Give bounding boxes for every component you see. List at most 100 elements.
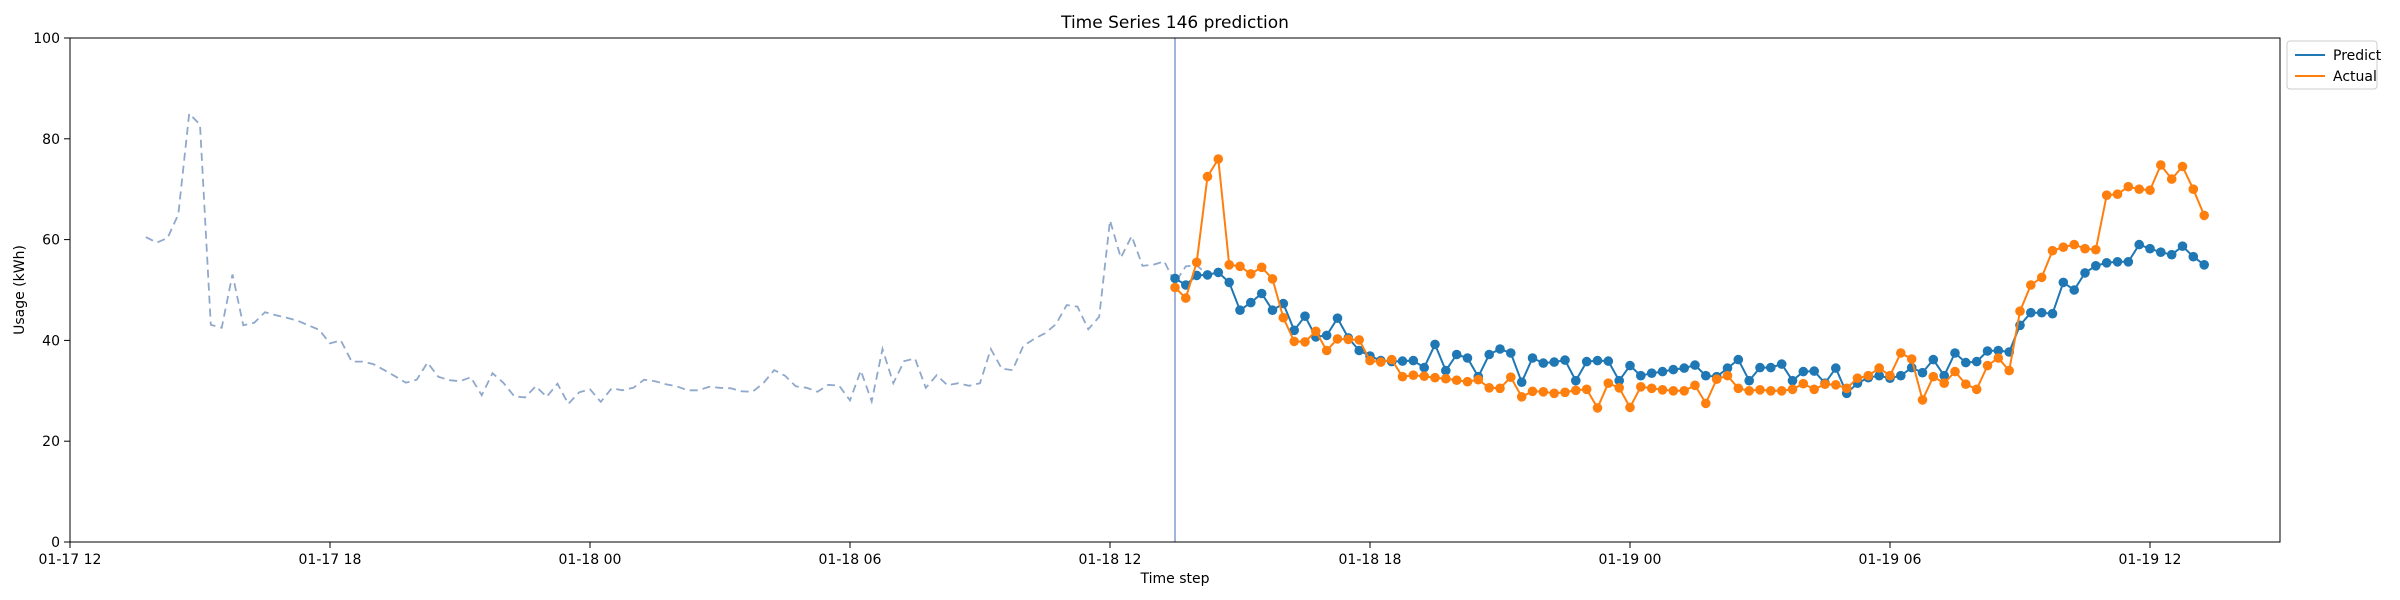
actual-point bbox=[2101, 190, 2112, 200]
actual-point bbox=[2080, 243, 2090, 254]
actual-point bbox=[1993, 353, 2004, 363]
predict-point bbox=[1419, 362, 1429, 373]
predict-point bbox=[1603, 356, 1614, 366]
actual-point bbox=[2069, 239, 2079, 250]
predict-point bbox=[1950, 348, 1960, 358]
actual-point bbox=[1971, 384, 1982, 395]
y-tick-label: 80 bbox=[42, 132, 60, 148]
actual-point bbox=[1181, 293, 1191, 303]
actual-point bbox=[1235, 261, 1245, 272]
y-axis-title: Usage (kWh) bbox=[12, 245, 28, 335]
predict-point bbox=[1939, 370, 1949, 381]
actual-point bbox=[1213, 154, 1224, 164]
predict-point bbox=[1679, 363, 1689, 373]
actual-point bbox=[1376, 357, 1386, 367]
actual-point bbox=[1809, 384, 1819, 395]
x-tick-label: 01-18 06 bbox=[819, 552, 882, 568]
actual-point bbox=[1950, 366, 1960, 377]
x-tick-label: 01-17 18 bbox=[299, 552, 362, 568]
actual-point bbox=[2047, 245, 2058, 256]
predict-point bbox=[2101, 258, 2112, 268]
x-axis-title: Time step bbox=[1140, 571, 1210, 587]
actual-point bbox=[1462, 376, 1473, 387]
actual-point bbox=[2156, 160, 2166, 170]
predict-point bbox=[1798, 366, 1809, 377]
predict-point bbox=[1690, 360, 1700, 370]
actual-point bbox=[1841, 383, 1852, 394]
predict-point bbox=[1776, 359, 1787, 369]
actual-point bbox=[1386, 354, 1397, 365]
x-axis: 01-17 12 01-17 18 01-18 00 01-18 06 01-18 12… bbox=[39, 542, 2181, 568]
actual-point bbox=[2166, 174, 2177, 184]
actual-point bbox=[1267, 274, 1278, 284]
predict-point bbox=[2069, 285, 2079, 295]
predict-point bbox=[2026, 307, 2036, 318]
actual-point bbox=[2004, 365, 2014, 376]
x-tick-label: 01-19 00 bbox=[1599, 552, 1662, 568]
actual-point bbox=[1896, 348, 1906, 358]
actual-point bbox=[2145, 185, 2155, 195]
actual-point bbox=[1820, 379, 1830, 390]
actual-point bbox=[1733, 383, 1744, 394]
actual-point bbox=[1722, 370, 1733, 381]
legend-predict-label: Predict bbox=[2333, 48, 2382, 64]
predict-point bbox=[2188, 251, 2199, 262]
y-tick-label: 60 bbox=[42, 233, 60, 249]
predict-point bbox=[1581, 356, 1592, 367]
predict-point bbox=[2080, 268, 2090, 278]
actual-point bbox=[1441, 373, 1451, 384]
actual-point bbox=[1397, 371, 1408, 382]
predict-point bbox=[1874, 370, 1884, 381]
predict-point bbox=[1300, 311, 1310, 322]
x-tick-label: 01-18 00 bbox=[559, 552, 622, 568]
actual-point bbox=[1885, 370, 1895, 381]
predict-point bbox=[1321, 330, 1332, 341]
predict-point bbox=[1246, 297, 1256, 308]
actual-point bbox=[1224, 260, 1234, 270]
actual-point bbox=[2134, 184, 2144, 194]
predict-point bbox=[2199, 260, 2209, 270]
actual-point bbox=[1744, 386, 1754, 396]
predict-point bbox=[1657, 366, 1668, 377]
actual-point bbox=[1701, 398, 1711, 409]
predict-point bbox=[1646, 368, 1657, 379]
actual-point bbox=[1625, 402, 1635, 413]
predict-point bbox=[1267, 305, 1278, 316]
predict-point bbox=[1235, 305, 1245, 316]
predict-point bbox=[2047, 308, 2058, 319]
actual-point bbox=[2123, 181, 2134, 192]
actual-point bbox=[2015, 306, 2025, 317]
predict-point bbox=[1213, 267, 1224, 278]
actual-point bbox=[1961, 379, 1971, 390]
actual-point bbox=[1343, 334, 1354, 345]
actual-point bbox=[1603, 378, 1614, 389]
actual-point bbox=[1170, 282, 1180, 293]
plot-frame bbox=[69, 37, 2281, 543]
predict-point bbox=[2112, 257, 2123, 267]
actual-point bbox=[1581, 384, 1592, 395]
predict-point bbox=[1256, 288, 1267, 299]
predict-line bbox=[1174, 243, 2205, 396]
predict-point bbox=[1289, 325, 1299, 336]
predict-point bbox=[1484, 349, 1494, 360]
actual-point bbox=[1321, 345, 1332, 356]
predict-point bbox=[1560, 355, 1570, 365]
predict-point bbox=[1430, 339, 1440, 350]
actual-point bbox=[1874, 363, 1884, 373]
actual-point bbox=[1657, 385, 1668, 395]
actual-point bbox=[1939, 378, 1949, 389]
predict-point bbox=[1538, 358, 1549, 368]
predict-point bbox=[2058, 277, 2069, 288]
predict-point bbox=[2156, 247, 2166, 257]
predict-point bbox=[1332, 313, 1343, 324]
predict-point bbox=[1549, 357, 1559, 367]
actual-point bbox=[2188, 184, 2199, 194]
actual-point bbox=[1365, 355, 1375, 366]
actual-point bbox=[2112, 189, 2123, 199]
y-tick-label: 100 bbox=[33, 31, 60, 47]
x-tick-label: 01-18 12 bbox=[1079, 552, 1142, 568]
actual-point bbox=[1246, 269, 1256, 279]
predict-point bbox=[1733, 354, 1744, 365]
actual-point bbox=[1755, 385, 1765, 395]
predict-point bbox=[1722, 363, 1733, 373]
